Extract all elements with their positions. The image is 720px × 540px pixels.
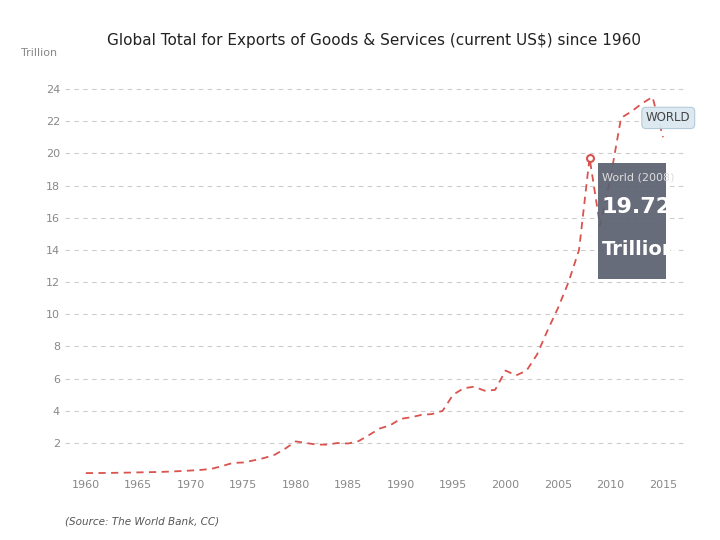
Title: Global Total for Exports of Goods & Services (current US$) since 1960: Global Total for Exports of Goods & Serv… — [107, 33, 642, 49]
Text: World (2008): World (2008) — [602, 173, 674, 183]
Text: Trillion: Trillion — [22, 49, 58, 58]
Text: WORLD: WORLD — [646, 111, 690, 124]
Text: (Source: The World Bank, CC): (Source: The World Bank, CC) — [65, 516, 219, 526]
Text: 19.723: 19.723 — [602, 197, 687, 217]
FancyBboxPatch shape — [598, 163, 666, 279]
Text: Trillion: Trillion — [602, 240, 676, 259]
